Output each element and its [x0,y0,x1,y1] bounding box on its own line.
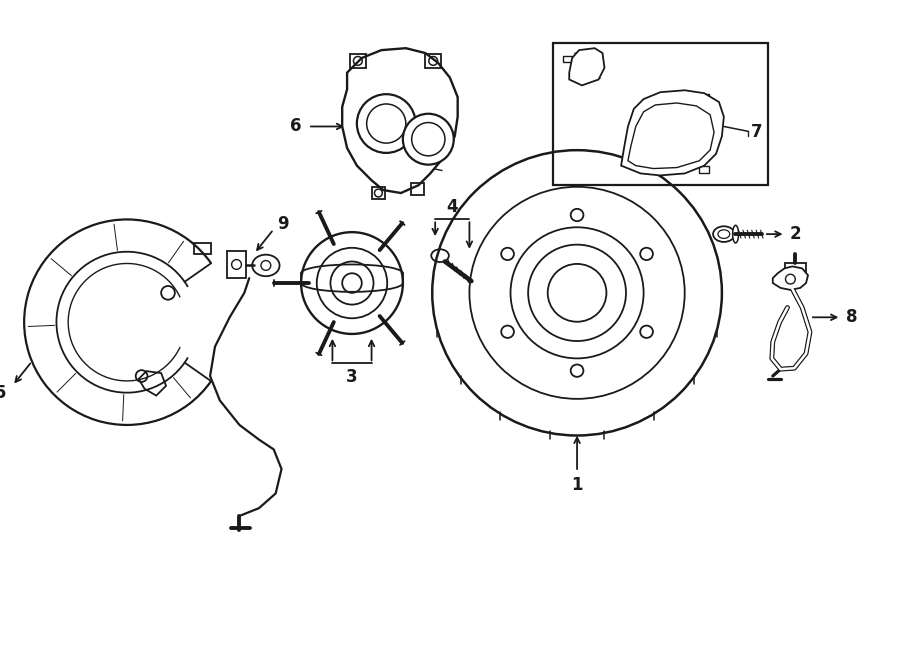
Polygon shape [621,90,724,175]
Text: 4: 4 [446,198,457,216]
Bar [227,251,247,278]
Ellipse shape [252,255,280,276]
Text: 8: 8 [846,308,858,326]
Ellipse shape [431,250,449,262]
Bar [553,43,768,185]
Text: 7: 7 [752,123,763,142]
Circle shape [403,114,454,165]
Bar [699,94,709,102]
Text: 5: 5 [0,384,6,402]
Ellipse shape [733,225,739,243]
Circle shape [302,232,403,334]
Polygon shape [569,48,605,85]
Bar [785,263,806,275]
Bar [699,166,709,173]
Text: 3: 3 [346,368,358,386]
Ellipse shape [713,226,734,242]
Bar [563,56,573,62]
Text: 6: 6 [290,117,302,136]
Polygon shape [773,266,808,290]
Text: 2: 2 [789,225,801,243]
Circle shape [357,94,416,153]
Polygon shape [342,48,458,193]
Text: 1: 1 [572,475,583,494]
Text: 9: 9 [277,215,289,233]
